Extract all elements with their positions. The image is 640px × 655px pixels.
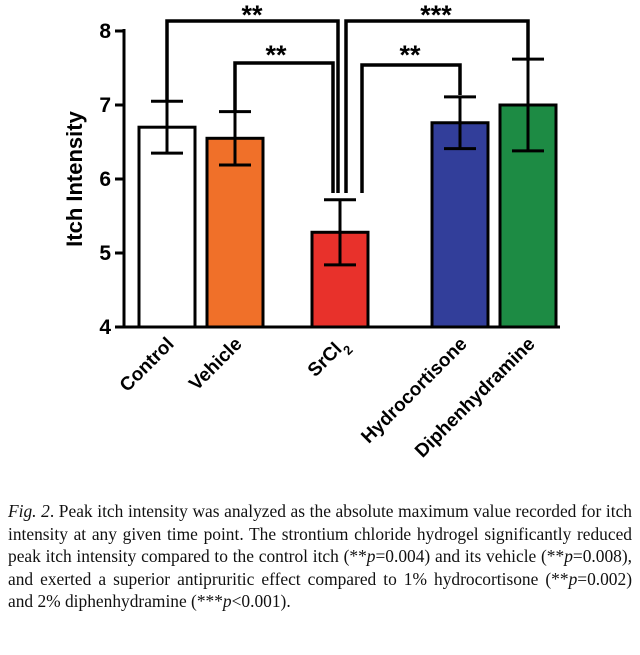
significance-label-0: ** xyxy=(241,0,263,30)
figure-label: Fig. 2 xyxy=(8,501,50,521)
y-axis-label: Itch Intensity xyxy=(62,110,87,246)
category-label-1: Vehicle xyxy=(185,334,246,395)
y-tick-label: 8 xyxy=(99,20,111,43)
y-tick-label: 4 xyxy=(99,316,111,339)
significance-label-3: *** xyxy=(420,0,452,30)
bar-0 xyxy=(137,125,197,329)
category-label-4: Diphenhydramine xyxy=(411,334,539,462)
significance-bracket-2 xyxy=(360,63,462,193)
significance-brackets: **** ***** xyxy=(165,0,530,193)
significance-label-2: ** xyxy=(399,40,421,70)
significance-bracket-0 xyxy=(165,19,340,193)
category-label-2: SrCl2 xyxy=(304,334,355,385)
y-tick-label: 6 xyxy=(99,168,111,191)
significance-bracket-3 xyxy=(344,19,530,193)
chart-bars xyxy=(137,57,558,329)
category-label-0: Control xyxy=(116,334,179,397)
significance-label-1: ** xyxy=(265,40,287,70)
bar-1 xyxy=(205,136,265,329)
figure-caption: Fig. 2. Peak itch intensity was analyzed… xyxy=(8,501,632,612)
y-tick-label: 7 xyxy=(99,94,111,117)
bar-3 xyxy=(430,121,490,329)
y-tick-label: 5 xyxy=(99,242,111,265)
significance-bracket-1 xyxy=(233,61,335,193)
